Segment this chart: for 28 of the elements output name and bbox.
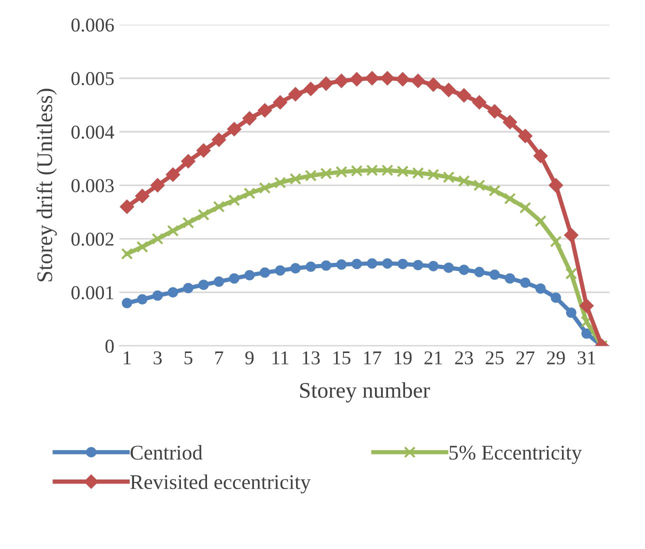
x-tick-label: 27 (516, 351, 534, 364)
y-tick-label: 0.005 (71, 72, 114, 86)
x-tick-label: 15 (333, 351, 350, 364)
x-tick-label: 31 (578, 351, 596, 364)
x-tick-label: 21 (424, 351, 442, 364)
x-axis-title: Storey number (300, 382, 430, 402)
y-tick-label: 0.002 (71, 232, 114, 246)
x-tick-label: 7 (215, 351, 224, 364)
x-tick-label: 9 (245, 351, 254, 364)
y-tick-label: 0.003 (71, 179, 114, 192)
legend-label: 5% Eccentricity (450, 446, 582, 464)
x-tick-label: 25 (486, 351, 504, 364)
x-tick-label: 1 (124, 351, 131, 364)
x-tick-label: 13 (302, 351, 320, 364)
x-tick-label: 29 (547, 351, 565, 364)
legend-label: Revisited eccentricity (130, 474, 311, 494)
x-tick-label: 23 (455, 351, 473, 364)
y-axis-title: Storey drift (Unitless) (36, 88, 57, 282)
x-tick-label: 11 (272, 351, 288, 364)
y-tick-label: 0.006 (71, 18, 114, 32)
x-tick-label: 3 (154, 351, 162, 364)
x-tick-label: 19 (394, 351, 412, 364)
x-tick-label: 17 (364, 351, 382, 364)
y-tick-label: 0.001 (71, 286, 114, 300)
y-tick-label: 0 (105, 340, 114, 353)
y-tick-label: 0.004 (71, 126, 114, 139)
x-tick-label: 5 (184, 351, 192, 364)
legend-label: Centriod (130, 445, 202, 460)
